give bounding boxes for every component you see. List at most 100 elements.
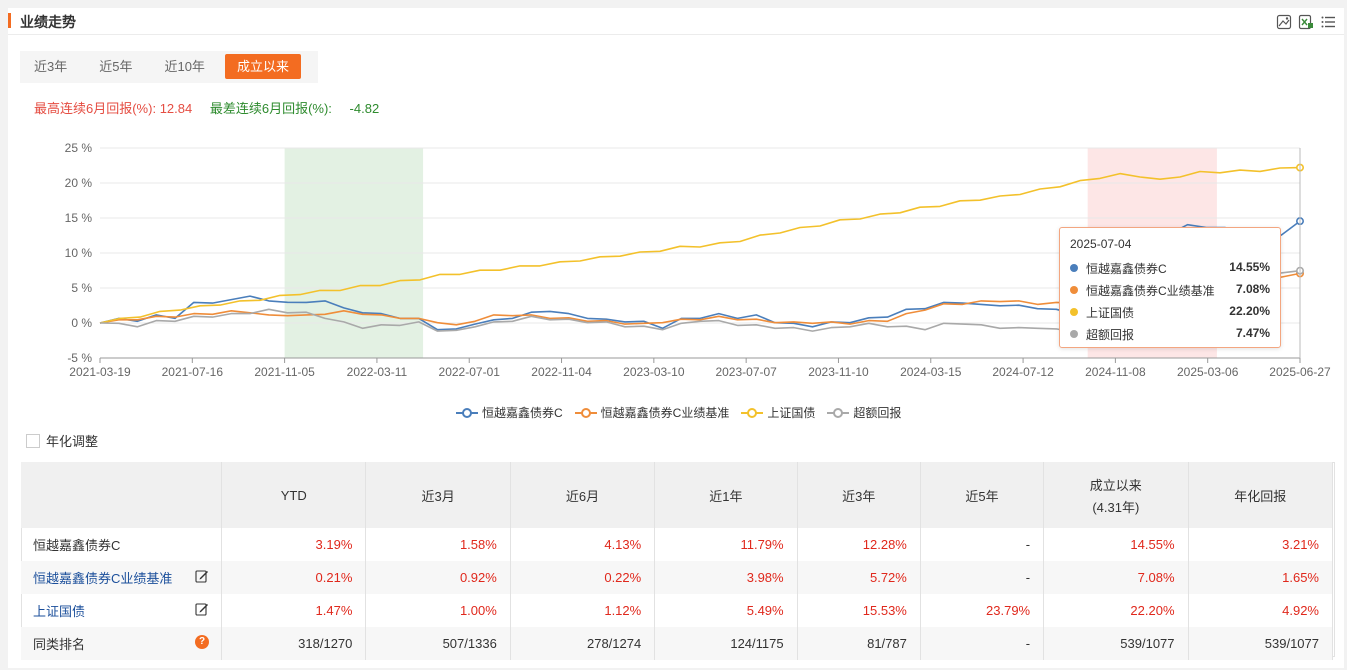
- annualize-label: 年化调整: [46, 434, 99, 449]
- edit-icon[interactable]: [195, 602, 209, 616]
- legend-item[interactable]: 恒越嘉鑫债券C业绩基准: [574, 404, 730, 421]
- tooltip-series-value: 22.20%: [1229, 304, 1270, 318]
- tooltip-row: 恒越嘉鑫债券C业绩基准 7.08%: [1070, 282, 1270, 300]
- table-header-since-inception: 成立以来 (4.31年): [1043, 462, 1189, 528]
- title-accent-bar: [8, 13, 11, 28]
- help-icon[interactable]: ?: [195, 635, 209, 649]
- table-header: 近3月: [365, 462, 511, 528]
- tab-10y[interactable]: 近10年: [164, 59, 205, 74]
- x-tick-label: 2024-11-08: [1085, 365, 1146, 379]
- chart-legend: 恒越嘉鑫债券C 恒越嘉鑫债券C业绩基准 上证国债 超额回报: [456, 404, 901, 421]
- table-row: 恒越嘉鑫债券C业绩基准 0.21% 0.92% 0.22% 3.98% 5.72% -7.0…: [21, 561, 1334, 594]
- legend-label: 上证国债: [767, 406, 816, 420]
- table-header: YTD: [221, 462, 367, 528]
- table-cell: 507/1336: [365, 627, 511, 660]
- x-tick-label: 2021-03-19: [69, 365, 131, 379]
- edit-icon[interactable]: [195, 569, 209, 583]
- tooltip-series-value: 14.55%: [1229, 260, 1270, 274]
- y-tick-label: 10 %: [65, 246, 93, 260]
- menu-icon[interactable]: [1320, 14, 1336, 30]
- legend-marker: [574, 407, 597, 418]
- legend-item[interactable]: 超额回报: [827, 404, 901, 421]
- table-cell: 539/1077: [1043, 627, 1189, 660]
- table-cell: 1.00%: [365, 594, 511, 627]
- annualize-checkbox[interactable]: [26, 433, 40, 448]
- x-tick-label: 2021-11-05: [254, 365, 315, 379]
- tooltip-series-name: 恒越嘉鑫债券C业绩基准: [1086, 284, 1215, 298]
- table-cell: 1.58%: [365, 528, 511, 561]
- table-cell: 22.20%: [1043, 594, 1189, 627]
- row-name-cell: 上证国债: [21, 594, 222, 627]
- tooltip-dot: [1070, 330, 1078, 338]
- y-tick-label: -5 %: [67, 351, 92, 365]
- legend-label: 超额回报: [853, 406, 902, 420]
- table-header-row: YTD 近3月 近6月 近1年 近3年 近5年 成立以来 (4.31年) 年化回…: [21, 462, 1334, 528]
- tab-since-inception[interactable]: 成立以来: [224, 54, 301, 79]
- image-export-icon[interactable]: [1276, 14, 1292, 30]
- row-name-cell: 恒越嘉鑫债券C: [21, 528, 222, 561]
- x-tick-label: 2025-06-27: [1269, 365, 1331, 379]
- annualize-toggle[interactable]: 年化调整: [26, 431, 98, 450]
- tooltip-dot: [1070, 308, 1078, 316]
- legend-marker: [827, 407, 850, 418]
- table-cell: 4.13%: [510, 528, 656, 561]
- excel-export-icon[interactable]: [1298, 14, 1314, 30]
- x-tick-label: 2023-03-10: [623, 365, 685, 379]
- table-cell: -: [920, 627, 1045, 660]
- chart-tooltip: 2025-07-04 恒越嘉鑫债券C 14.55% 恒越嘉鑫债券C业绩基准 7.…: [1059, 227, 1281, 348]
- row-name-cell: 同类排名?: [21, 627, 222, 660]
- x-tick-label: 2024-03-15: [900, 365, 962, 379]
- row-name[interactable]: 上证国债: [33, 604, 86, 619]
- x-tick-label: 2022-07-01: [439, 365, 501, 379]
- x-tick-label: 2024-07-12: [992, 365, 1054, 379]
- table-cell: 124/1175: [654, 627, 798, 660]
- table-row: 上证国债 1.47% 1.00% 1.12% 5.49% 15.53% 23.79% 22.2…: [21, 594, 1334, 627]
- x-tick-label: 2022-11-04: [531, 365, 592, 379]
- tab-5y[interactable]: 近5年: [99, 59, 133, 74]
- table-header: 近1年: [654, 462, 798, 528]
- legend-item[interactable]: 恒越嘉鑫债券C: [456, 404, 563, 421]
- tooltip-dot: [1070, 264, 1078, 272]
- worst-6m-value: -4.82: [349, 101, 380, 116]
- y-tick-label: 5 %: [71, 281, 92, 295]
- tooltip-row: 上证国债 22.20%: [1070, 304, 1270, 322]
- table-cell: 1.65%: [1188, 561, 1334, 594]
- tooltip-series-name: 上证国债: [1086, 306, 1135, 320]
- table-header: [21, 462, 222, 528]
- table-cell: 23.79%: [920, 594, 1045, 627]
- x-tick-label: 2023-11-10: [808, 365, 869, 379]
- table-row: 同类排名? 318/1270 507/1336 278/1274 124/1175 81/…: [21, 627, 1334, 660]
- y-tick-label: 25 %: [65, 141, 93, 155]
- legend-label: 恒越嘉鑫债券C业绩基准: [600, 406, 730, 420]
- table-header-sub: (4.31年): [1092, 499, 1140, 515]
- tooltip-series-name: 超额回报: [1086, 328, 1135, 342]
- table-cell: 14.55%: [1043, 528, 1189, 561]
- table-header: 年化回报: [1188, 462, 1334, 528]
- legend-item[interactable]: 上证国债: [741, 404, 815, 421]
- tooltip-dot: [1070, 286, 1078, 294]
- y-tick-label: 0 %: [71, 316, 92, 330]
- return-stats: 最高连续6月回报(%): 12.84 最差连续6月回报(%): -4.82: [34, 98, 379, 117]
- y-tick-label: 20 %: [65, 176, 93, 190]
- row-name[interactable]: 恒越嘉鑫债券C业绩基准: [33, 571, 173, 586]
- legend-label: 恒越嘉鑫债券C: [482, 406, 563, 420]
- table-header: 近6月: [510, 462, 656, 528]
- legend-marker: [456, 407, 478, 418]
- worst-6m-label: 最差连续6月回报(%):: [209, 101, 332, 116]
- table-cell: 7.08%: [1043, 561, 1189, 594]
- table-cell: 12.28%: [797, 528, 921, 561]
- tooltip-row: 超额回报 7.47%: [1070, 326, 1270, 344]
- table-cell: 81/787: [797, 627, 921, 660]
- table-cell: 5.72%: [797, 561, 921, 594]
- table-cell: 11.79%: [654, 528, 798, 561]
- x-tick-label: 2021-07-16: [162, 365, 224, 379]
- table-cell: 3.21%: [1188, 528, 1334, 561]
- section-title: 业绩走势: [20, 14, 76, 30]
- returns-table: YTD 近3月 近6月 近1年 近3年 近5年 成立以来 (4.31年) 年化回…: [21, 462, 1334, 660]
- tab-3y[interactable]: 近3年: [34, 59, 68, 74]
- section-header: 业绩走势: [8, 8, 1344, 35]
- legend-marker: [741, 407, 764, 418]
- table-cell: 1.47%: [221, 594, 367, 627]
- row-name: 同类排名: [33, 637, 86, 652]
- table-header-label: 成立以来: [1089, 477, 1142, 493]
